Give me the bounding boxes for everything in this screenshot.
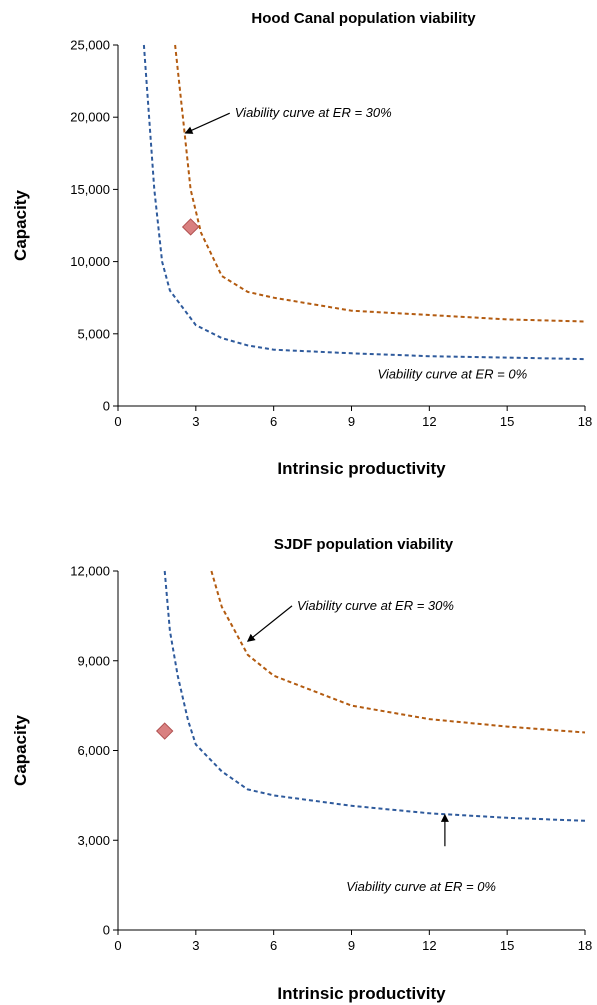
y-tick-label: 3,000 xyxy=(77,833,110,848)
viability-curve-er-30 xyxy=(210,570,586,734)
annotation-arrow xyxy=(246,605,293,642)
y-tick-label: 25,000 xyxy=(70,38,110,53)
x-axis-label: Intrinsic productivity xyxy=(277,459,446,478)
annotation-label: Viability curve at ER = 0% xyxy=(377,367,527,382)
y-tick-label: 20,000 xyxy=(70,110,110,125)
y-tick-label: 12,000 xyxy=(70,564,110,579)
viability-curve-er-30 xyxy=(174,44,586,323)
x-tick-label: 9 xyxy=(348,414,355,429)
annotation-label: Viability curve at ER = 0% xyxy=(346,879,496,894)
x-tick-label: 3 xyxy=(192,938,199,953)
x-tick-label: 18 xyxy=(578,414,592,429)
x-tick-label: 6 xyxy=(270,414,277,429)
x-tick-label: 12 xyxy=(422,938,436,953)
x-tick-label: 6 xyxy=(270,938,277,953)
population-point-marker xyxy=(181,218,200,236)
y-tick-label: 15,000 xyxy=(70,182,110,197)
annotation-label: Viability curve at ER = 30% xyxy=(297,598,454,613)
y-tick-label: 0 xyxy=(103,399,110,414)
x-tick-label: 9 xyxy=(348,938,355,953)
x-tick-label: 15 xyxy=(500,938,514,953)
annotation-label: Viability curve at ER = 30% xyxy=(235,105,392,120)
chart-2: SJDF population viability 0 3 6 9 12 15 18 0 3,00… xyxy=(11,536,592,1003)
y-tick-label: 10,000 xyxy=(70,254,110,269)
x-tick-label: 15 xyxy=(500,414,514,429)
y-axis-label: Capacity xyxy=(11,715,30,786)
chart-1: Hood Canal population viability 0 3 6 9 12 15 1… xyxy=(11,10,592,478)
y-axis-label: Capacity xyxy=(11,190,30,261)
y-tick-label: 0 xyxy=(103,923,110,938)
x-tick-label: 0 xyxy=(114,414,121,429)
x-tick-label: 3 xyxy=(192,414,199,429)
x-axis-label: Intrinsic productivity xyxy=(277,984,446,1003)
viability-curve-er-0 xyxy=(142,44,586,361)
x-tick-label: 0 xyxy=(114,938,121,953)
y-tick-label: 5,000 xyxy=(77,326,110,341)
y-tick-label: 6,000 xyxy=(77,743,110,758)
population-point-marker xyxy=(155,722,174,740)
x-tick-label: 12 xyxy=(422,414,436,429)
chart-title: Hood Canal population viability xyxy=(251,10,476,27)
x-tick-label: 18 xyxy=(578,938,592,953)
chart-title: SJDF population viability xyxy=(274,536,454,553)
y-tick-label: 9,000 xyxy=(77,653,110,668)
annotation-arrow xyxy=(184,112,230,134)
